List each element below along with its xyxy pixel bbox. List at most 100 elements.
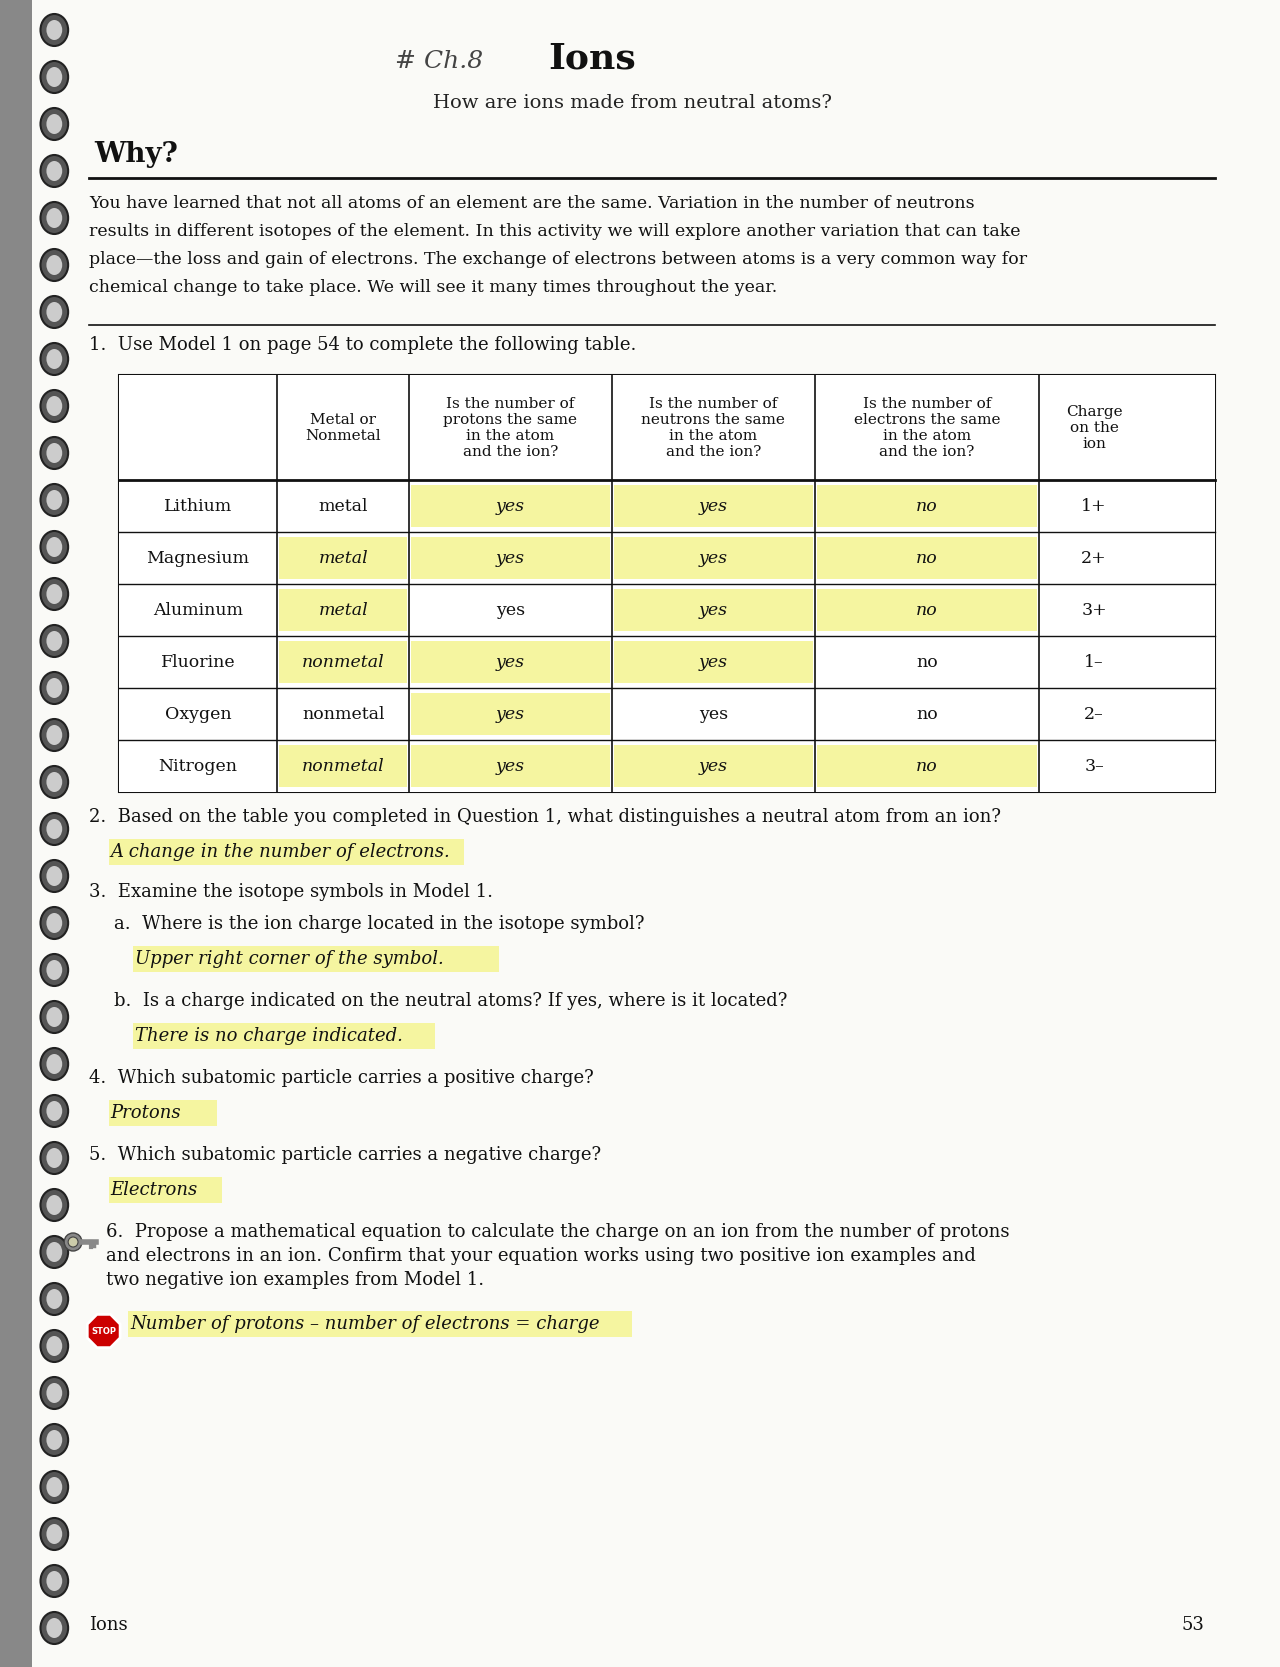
Text: no: no: [916, 653, 938, 670]
Text: place—the loss and gain of electrons. The exchange of electrons between atoms is: place—the loss and gain of electrons. Th…: [88, 252, 1027, 268]
Bar: [119, 583, 1215, 637]
Bar: [279, 642, 407, 683]
Ellipse shape: [46, 1054, 63, 1074]
Text: Nonmetal: Nonmetal: [306, 428, 381, 442]
Ellipse shape: [46, 348, 63, 368]
Text: chemical change to take place. We will see it many times throughout the year.: chemical change to take place. We will s…: [88, 278, 777, 297]
Text: 3+: 3+: [1082, 602, 1107, 618]
Text: Fluorine: Fluorine: [161, 653, 236, 670]
Bar: [119, 480, 1215, 532]
Text: no: no: [916, 757, 938, 775]
Text: Electrons: Electrons: [110, 1180, 198, 1199]
Text: ion: ion: [1082, 437, 1106, 450]
Bar: [279, 537, 407, 578]
Ellipse shape: [46, 678, 63, 698]
Ellipse shape: [41, 483, 68, 517]
Text: yes: yes: [699, 653, 728, 670]
Text: in the atom: in the atom: [883, 428, 972, 442]
Ellipse shape: [46, 1477, 63, 1497]
Text: nonmetal: nonmetal: [302, 705, 384, 722]
Bar: [614, 745, 813, 787]
Ellipse shape: [41, 532, 68, 563]
Ellipse shape: [41, 625, 68, 657]
Text: yes: yes: [699, 757, 728, 775]
Text: no: no: [916, 497, 938, 515]
Text: How are ions made from neutral atoms?: How are ions made from neutral atoms?: [433, 93, 832, 112]
Ellipse shape: [46, 1242, 63, 1262]
Ellipse shape: [41, 672, 68, 703]
Text: yes: yes: [699, 602, 728, 618]
Text: and electrons in an ion. Confirm that your equation works using two positive ion: and electrons in an ion. Confirm that yo…: [106, 1247, 975, 1265]
Bar: [279, 745, 407, 787]
Ellipse shape: [41, 155, 68, 187]
Bar: [817, 537, 1037, 578]
Text: Is the number of: Is the number of: [447, 397, 575, 410]
Text: 53: 53: [1181, 1615, 1204, 1634]
Text: Why?: Why?: [93, 142, 178, 168]
Text: 2–: 2–: [1084, 705, 1105, 722]
Ellipse shape: [46, 1570, 63, 1590]
Ellipse shape: [41, 1000, 68, 1034]
Bar: [119, 375, 1215, 480]
Ellipse shape: [41, 1049, 68, 1080]
Text: yes: yes: [495, 705, 525, 722]
Text: no: no: [916, 602, 938, 618]
Ellipse shape: [46, 490, 63, 510]
Ellipse shape: [41, 202, 68, 233]
Text: Lithium: Lithium: [164, 497, 232, 515]
Ellipse shape: [41, 954, 68, 985]
Bar: [128, 1310, 632, 1337]
Ellipse shape: [41, 1235, 68, 1269]
Bar: [109, 839, 465, 865]
Text: Metal or: Metal or: [310, 412, 376, 427]
Ellipse shape: [46, 162, 63, 182]
Bar: [614, 588, 813, 632]
Text: yes: yes: [495, 550, 525, 567]
Ellipse shape: [46, 20, 63, 40]
Text: 2+: 2+: [1082, 550, 1107, 567]
Ellipse shape: [41, 1424, 68, 1455]
Text: and the ion?: and the ion?: [666, 445, 760, 458]
Text: 4.  Which subatomic particle carries a positive charge?: 4. Which subatomic particle carries a po…: [88, 1069, 594, 1087]
Ellipse shape: [41, 1612, 68, 1644]
Ellipse shape: [41, 1330, 68, 1362]
Bar: [817, 485, 1037, 527]
Text: Is the number of: Is the number of: [649, 397, 777, 410]
Text: no: no: [916, 705, 938, 722]
Ellipse shape: [41, 1470, 68, 1504]
Text: on the: on the: [1070, 420, 1119, 435]
Ellipse shape: [46, 443, 63, 463]
Bar: [411, 745, 609, 787]
Text: results in different isotopes of the element. In this activity we will explore a: results in different isotopes of the ele…: [88, 223, 1020, 240]
Ellipse shape: [41, 437, 68, 468]
Text: STOP: STOP: [91, 1327, 116, 1335]
Text: There is no charge indicated.: There is no charge indicated.: [136, 1027, 403, 1045]
Ellipse shape: [41, 1189, 68, 1220]
Ellipse shape: [46, 914, 63, 934]
Text: nonmetal: nonmetal: [302, 757, 384, 775]
Text: Is the number of: Is the number of: [863, 397, 991, 410]
Bar: [411, 537, 609, 578]
Ellipse shape: [46, 960, 63, 980]
Text: in the atom: in the atom: [669, 428, 758, 442]
Ellipse shape: [41, 1377, 68, 1409]
Bar: [119, 637, 1215, 688]
Ellipse shape: [41, 860, 68, 892]
Bar: [411, 485, 609, 527]
Bar: [133, 1024, 434, 1049]
Ellipse shape: [46, 113, 63, 133]
Bar: [411, 693, 609, 735]
Ellipse shape: [46, 865, 63, 885]
Ellipse shape: [46, 537, 63, 557]
Ellipse shape: [41, 390, 68, 422]
Text: no: no: [916, 550, 938, 567]
Ellipse shape: [46, 725, 63, 745]
Text: metal: metal: [319, 550, 369, 567]
Text: You have learned that not all atoms of an element are the same. Variation in the: You have learned that not all atoms of a…: [88, 195, 974, 212]
Text: Protons: Protons: [110, 1104, 182, 1122]
Ellipse shape: [46, 1149, 63, 1169]
Text: Ions: Ions: [88, 1615, 128, 1634]
Circle shape: [68, 1237, 78, 1247]
Text: yes: yes: [495, 602, 525, 618]
Ellipse shape: [46, 208, 63, 228]
